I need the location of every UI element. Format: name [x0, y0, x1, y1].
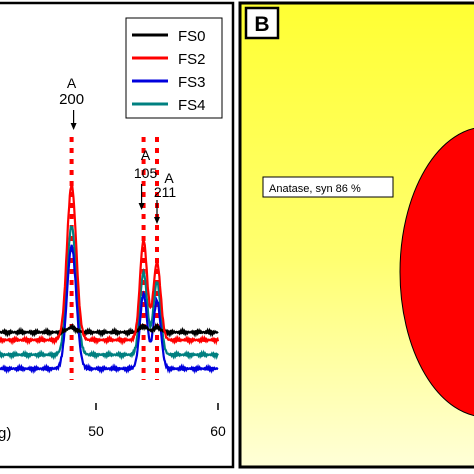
x-tick-label-0: 50: [88, 423, 104, 439]
x-axis-label: g): [0, 425, 11, 442]
series-layer: [0, 180, 220, 375]
legend-label-fs4: FS4: [178, 97, 206, 114]
annotation-arrowhead-211: [154, 217, 160, 224]
phase-pie-svg: B Anatase, syn 86 %: [238, 1, 474, 469]
series-line-fs0: [0, 322, 219, 338]
panel-b-label-box: [244, 6, 280, 40]
series-line-fs2: [0, 180, 220, 346]
phase-pie-panel: B Anatase, syn 86 %: [236, 0, 474, 474]
legend-label-fs2: FS2: [178, 51, 206, 68]
legend: FS0 FS2 FS3 FS4: [125, 17, 223, 119]
annotation-hkl-105: 105: [134, 165, 158, 181]
annotation-hkl-211: 211: [154, 184, 177, 200]
legend-label-fs0: FS0: [178, 28, 206, 45]
annotation-phase-211: A: [164, 170, 174, 186]
series-line-fs4: [0, 225, 219, 361]
series-line-fs3: [0, 244, 219, 375]
annotation-phase-200: A: [67, 75, 77, 91]
pie-label-box: [262, 176, 394, 198]
annotation-phase-105: A: [141, 147, 151, 163]
annotation-arrowhead-105: [138, 203, 145, 210]
reference-line-layer: [69, 137, 159, 380]
x-tick-label-1: 60: [210, 423, 226, 439]
xrd-chart-panel: 50 60 A 200 A 105 A 211 FS0 FS2 FS3 FS4 g): [0, 0, 236, 474]
annotation-hkl-200: 200: [59, 91, 84, 108]
pie-slice-anatase: [399, 127, 474, 417]
legend-box: [125, 17, 223, 119]
legend-label-fs3: FS3: [178, 74, 206, 91]
tick-layer: 50 60: [88, 403, 226, 439]
pie-slice-label: Anatase, syn 86 %: [269, 183, 361, 195]
plot-frame: [0, 1, 235, 469]
panel-b-label: B: [254, 13, 269, 36]
annotation-arrowhead-200: [70, 123, 77, 130]
